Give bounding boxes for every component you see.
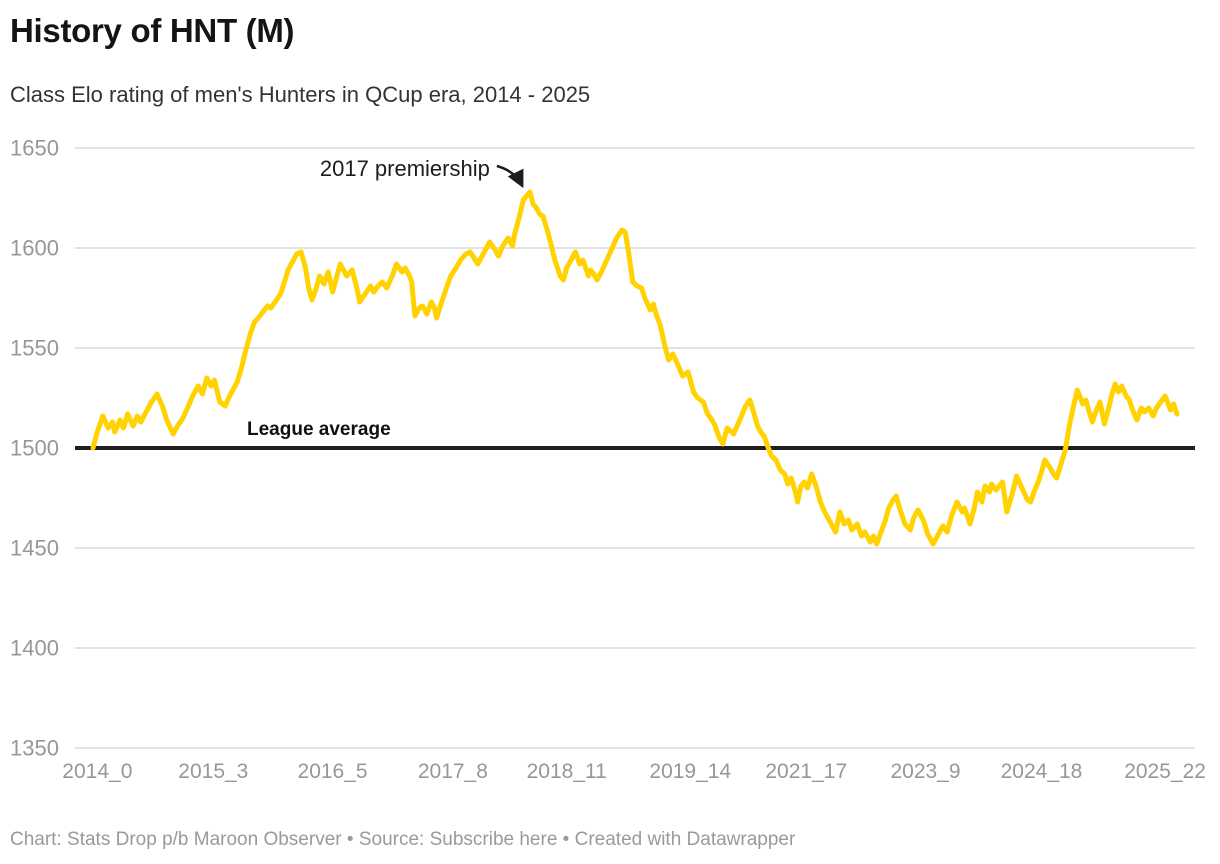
y-tick-label: 1550: [10, 336, 59, 361]
elo-line: [90, 189, 1180, 547]
footer-bullet: •: [346, 829, 354, 850]
x-tick-label: 2014_0: [62, 760, 132, 783]
x-tick-label: 2024_18: [1001, 760, 1083, 783]
x-tick-label: 2015_3: [178, 760, 248, 783]
y-tick-label: 1650: [10, 136, 59, 161]
x-tick-label: 2023_9: [890, 760, 960, 783]
chart-subtitle: Class Elo rating of men's Hunters in QCu…: [10, 82, 591, 107]
x-tick-label: 2025_22: [1124, 760, 1206, 783]
y-tick-label: 1500: [10, 436, 59, 461]
chart-footer: Chart: Stats Drop p/b Maroon Observer • …: [10, 829, 795, 851]
annotation-arrow: [496, 164, 524, 189]
x-tick-label: 2017_8: [418, 760, 488, 783]
footer-source-label: Source:: [358, 829, 425, 850]
x-tick-label: 2021_17: [765, 760, 847, 783]
y-tick-label: 1600: [10, 236, 59, 261]
y-tick-label: 1350: [10, 736, 59, 761]
league-average-label: League average: [247, 419, 391, 440]
y-tick-label: 1450: [10, 536, 59, 561]
footer-bullet: •: [562, 829, 570, 850]
annotation-text: 2017 premiership: [320, 156, 490, 181]
chart-canvas: 1350 1400 1450 1500 1550 1600 1650 2014_0 2015_3…: [10, 136, 1206, 784]
footer-source-link[interactable]: Subscribe here: [429, 829, 558, 850]
x-tick-label: 2019_14: [649, 760, 731, 783]
footer-chart-credit: Stats Drop p/b Maroon Observer: [67, 829, 342, 850]
y-tick-label: 1400: [10, 636, 59, 661]
footer-chart-label: Chart:: [10, 829, 62, 850]
footer-datawrapper-link[interactable]: Created with Datawrapper: [574, 829, 796, 850]
x-tick-label: 2018_11: [527, 760, 607, 783]
page-title: History of HNT (M): [10, 12, 295, 49]
x-tick-label: 2016_5: [298, 760, 368, 783]
